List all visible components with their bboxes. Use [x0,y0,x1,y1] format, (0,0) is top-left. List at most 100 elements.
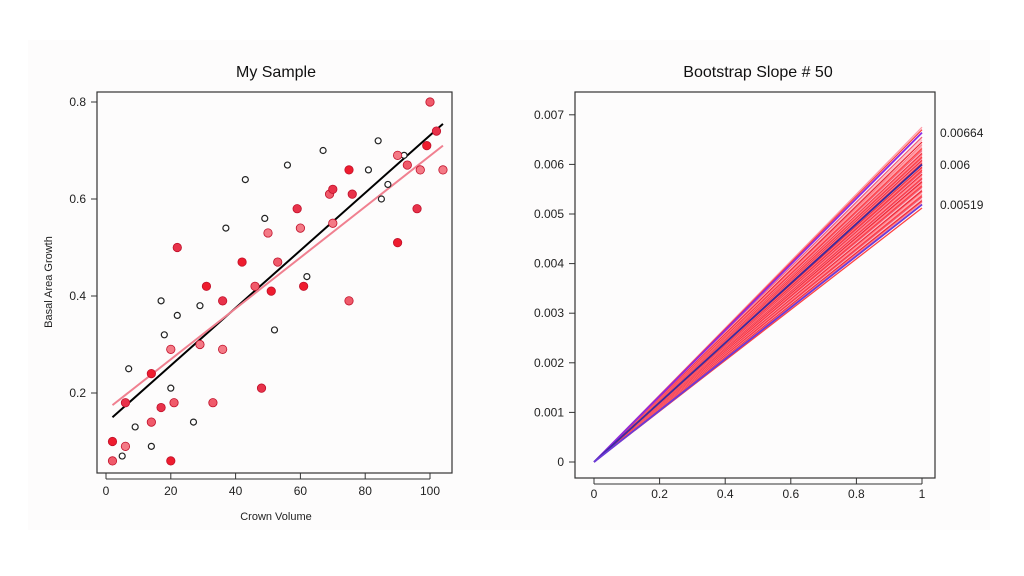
left-chart-title: My Sample [236,64,316,81]
population-point [377,195,385,203]
left-y-axis-label: Basal Area Growth [43,236,55,328]
sample-point [438,165,448,175]
population-point [147,442,155,450]
highlight-slope-line [593,132,923,463]
y-tick-label: 0.003 [534,306,564,320]
sample-point [422,141,432,151]
sample-point [328,218,338,228]
sample-point [107,436,118,447]
x-tick-label: 0.4 [717,487,734,501]
sample-point [347,189,357,199]
population-point [131,423,139,431]
sample-point [415,165,425,175]
population-point [157,297,165,305]
sample-point [146,368,156,379]
sample-point [250,281,260,291]
sample-point [392,238,403,248]
sample-point [146,417,156,427]
x-tick-label: 20 [164,484,178,498]
right-chart-title: Bootstrap Slope # 50 [683,64,833,81]
right-plot-frame [574,91,936,479]
sample-point [273,257,283,267]
sample-point [208,398,218,408]
x-tick-label: 0 [591,487,598,501]
sample-point [263,228,273,238]
sample-point [344,296,354,306]
highlight-slope-line [593,163,923,463]
population-point [222,224,230,232]
sample-point [218,296,228,306]
highlight-slope-line [593,203,923,463]
y-tick-label: 0.001 [534,405,564,419]
sample-point [172,242,182,253]
sample-point [328,184,338,194]
x-tick-label: 0 [103,484,110,498]
sample-point [392,150,403,160]
population-point [125,365,133,373]
slope-label-min: 0.00519 [940,198,984,212]
population-point [303,273,311,281]
sample-point [166,456,176,466]
y-tick-label: 0.004 [534,257,564,271]
population-point [374,137,382,145]
population-point [261,214,269,222]
x-tick-label: 100 [420,484,440,498]
x-tick-label: 0.8 [848,487,865,501]
population-point [196,302,204,310]
population-point [118,452,126,460]
sample-point [344,165,354,175]
y-tick-label: 0.8 [69,95,86,109]
y-tick-label: 0.2 [69,386,86,400]
left-plot-frame [96,91,453,474]
y-tick-label: 0.6 [69,192,86,206]
x-tick-label: 60 [294,484,308,498]
population-point [160,331,168,339]
sample-point [169,398,179,408]
slope-label-mean: 0.006 [940,158,970,172]
sample-point [166,344,176,354]
left-x-axis-label: Crown Volume [240,511,312,523]
figure-background [28,40,990,530]
population-point [319,146,327,155]
sample-point [237,257,247,267]
population-point [167,384,175,392]
y-tick-label: 0.006 [534,157,564,171]
population-point [270,326,279,334]
regression-line [111,144,444,406]
population-point [283,161,292,169]
sample-point [195,339,205,350]
y-tick-label: 0.005 [534,207,564,221]
sample-point [120,398,131,408]
y-tick-label: 0 [557,455,564,469]
population-point [241,176,249,184]
x-tick-label: 1 [919,487,926,501]
sample-point [431,126,442,136]
y-tick-label: 0.4 [69,289,86,303]
sample-point [299,281,309,291]
sample-point [412,204,422,214]
sample-point [295,223,305,233]
population-point [384,180,392,189]
x-tick-label: 0.6 [782,487,799,501]
y-tick-label: 0.002 [534,356,564,370]
sample-point [402,160,412,170]
sample-point [201,281,212,291]
sample-point [156,402,166,413]
regression-line [111,123,444,418]
x-tick-label: 80 [359,484,373,498]
sample-point [292,204,302,214]
sample-point [107,456,118,466]
population-point [173,311,181,319]
y-tick-label: 0.007 [534,108,564,122]
population-point [189,418,198,426]
sample-point [218,344,228,354]
population-point [364,166,373,174]
sample-point [425,97,435,107]
sample-point [256,383,267,393]
x-tick-label: 40 [229,484,243,498]
slope-label-max: 0.00664 [940,126,984,140]
sample-point [266,286,276,296]
x-tick-label: 0.2 [651,487,668,501]
